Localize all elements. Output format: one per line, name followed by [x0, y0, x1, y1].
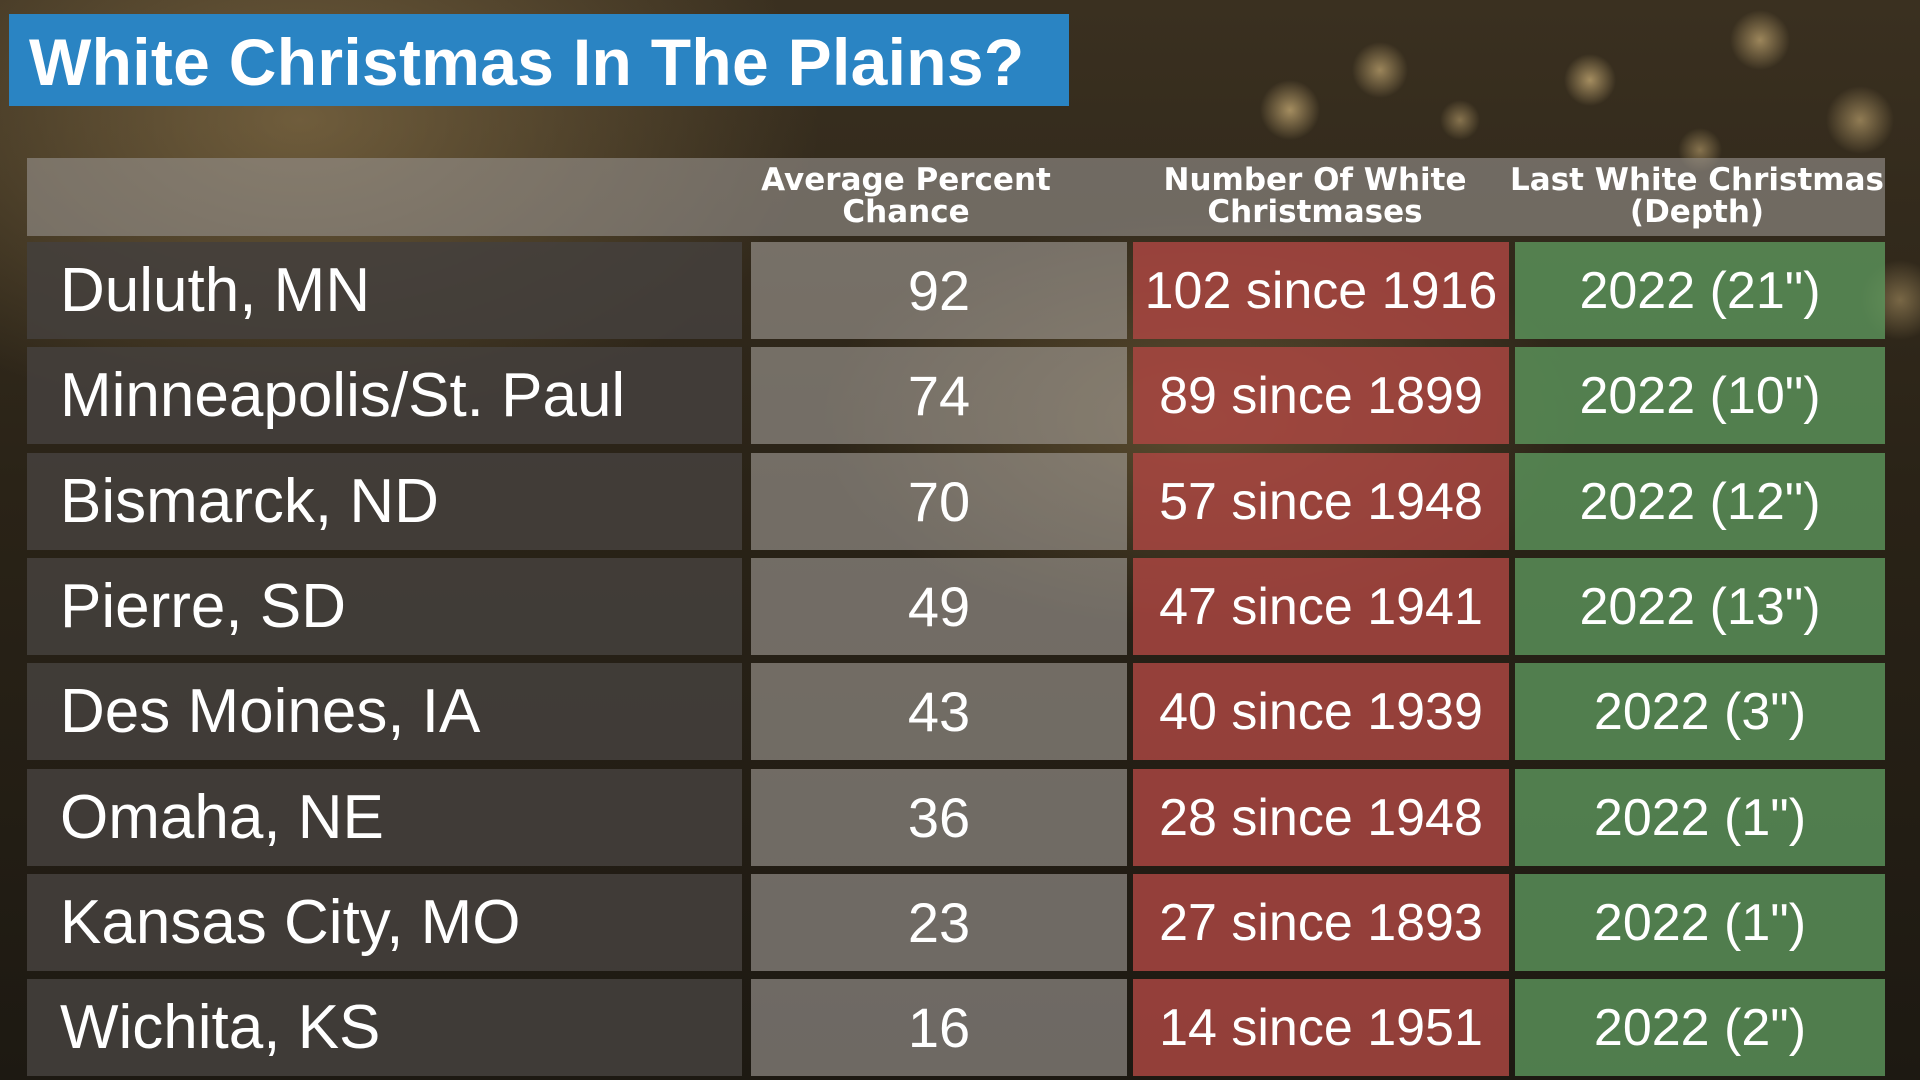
page-title: White Christmas In The Plains? — [29, 25, 1025, 99]
white-christmas-count-cell: 47 since 1941 — [1133, 558, 1509, 655]
table-row: Duluth, MN 92 102 since 1916 2022 (21") — [27, 242, 1885, 339]
last-white-christmas-cell: 2022 (21") — [1515, 242, 1885, 339]
white-christmas-count-cell: 28 since 1948 — [1133, 769, 1509, 866]
title-banner: White Christmas In The Plains? — [9, 14, 1069, 106]
white-christmas-count-cell: 57 since 1948 — [1133, 453, 1509, 550]
table-row: Omaha, NE 36 28 since 1948 2022 (1") — [27, 769, 1885, 866]
city-cell: Minneapolis/St. Paul — [27, 347, 742, 444]
table-row: Bismarck, ND 70 57 since 1948 2022 (12") — [27, 453, 1885, 550]
average-percent-cell: 92 — [751, 242, 1127, 339]
table-row: Des Moines, IA 43 40 since 1939 2022 (3") — [27, 663, 1885, 760]
table-row: Kansas City, MO 23 27 since 1893 2022 (1") — [27, 874, 1885, 971]
white-christmas-count-cell: 102 since 1916 — [1133, 242, 1509, 339]
header-number-of-white-christmases: Number Of White Christmases — [1163, 162, 1467, 230]
white-christmas-count-cell: 89 since 1899 — [1133, 347, 1509, 444]
average-percent-cell: 70 — [751, 453, 1127, 550]
last-white-christmas-cell: 2022 (1") — [1515, 874, 1885, 971]
city-cell: Wichita, KS — [27, 979, 742, 1076]
last-white-christmas-cell: 2022 (13") — [1515, 558, 1885, 655]
header-last-white-christmas: Last White Christmas (Depth) — [1510, 162, 1884, 230]
last-white-christmas-cell: 2022 (10") — [1515, 347, 1885, 444]
city-cell: Omaha, NE — [27, 769, 742, 866]
last-white-christmas-cell: 2022 (12") — [1515, 453, 1885, 550]
average-percent-cell: 23 — [751, 874, 1127, 971]
last-white-christmas-cell: 2022 (1") — [1515, 769, 1885, 866]
city-cell: Kansas City, MO — [27, 874, 742, 971]
table-header-row: Average Percent Chance Number Of White C… — [27, 158, 1885, 236]
header-average-percent-chance: Average Percent Chance — [761, 162, 1051, 230]
white-christmas-count-cell: 40 since 1939 — [1133, 663, 1509, 760]
average-percent-cell: 36 — [751, 769, 1127, 866]
white-christmas-count-cell: 14 since 1951 — [1133, 979, 1509, 1076]
city-cell: Bismarck, ND — [27, 453, 742, 550]
last-white-christmas-cell: 2022 (2") — [1515, 979, 1885, 1076]
average-percent-cell: 74 — [751, 347, 1127, 444]
table-row: Minneapolis/St. Paul 74 89 since 1899 2022 … — [27, 347, 1885, 444]
table-row: Pierre, SD 49 47 since 1941 2022 (13") — [27, 558, 1885, 655]
average-percent-cell: 16 — [751, 979, 1127, 1076]
table-row: Wichita, KS 16 14 since 1951 2022 (2") — [27, 979, 1885, 1076]
average-percent-cell: 49 — [751, 558, 1127, 655]
last-white-christmas-cell: 2022 (3") — [1515, 663, 1885, 760]
white-christmas-table: Average Percent Chance Number Of White C… — [27, 158, 1885, 1076]
white-christmas-count-cell: 27 since 1893 — [1133, 874, 1509, 971]
city-cell: Pierre, SD — [27, 558, 742, 655]
city-cell: Duluth, MN — [27, 242, 742, 339]
city-cell: Des Moines, IA — [27, 663, 742, 760]
average-percent-cell: 43 — [751, 663, 1127, 760]
